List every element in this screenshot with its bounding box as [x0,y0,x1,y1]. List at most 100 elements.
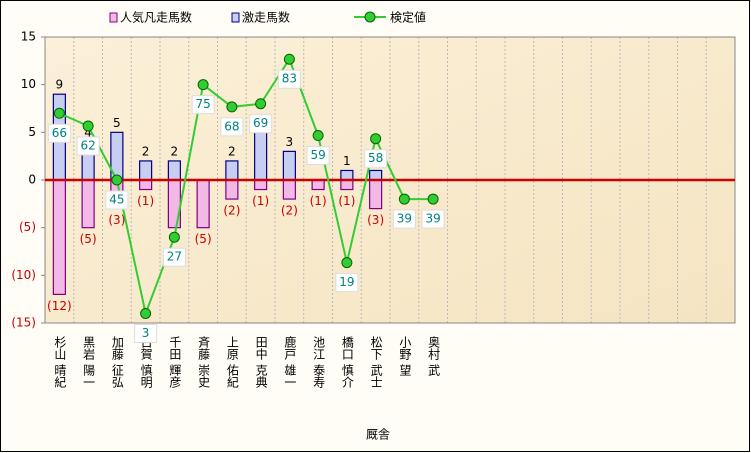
line-label: 69 [253,116,268,130]
bar-label: 2 [228,144,236,158]
bar [254,131,268,181]
line-label-box [277,69,301,89]
line-label: 62 [80,138,95,152]
line-label: 59 [310,148,325,162]
bar [167,160,181,181]
line-label: 83 [282,72,297,86]
bar-label: (1) [252,194,269,208]
line-label: 27 [167,250,182,264]
x-tick-label: 千田 輝彦 [168,336,182,389]
y-tick-label: 5 [28,125,36,139]
bar-label: 3 [286,135,294,149]
line-marker [341,257,353,269]
line-marker [168,231,180,243]
line-marker [53,107,65,119]
bar [139,160,153,181]
bar-label: (2) [281,204,298,218]
bar-label: (5) [80,232,97,246]
x-tick-label: 斉藤 崇史 [197,335,211,388]
line-label: 3 [142,326,150,340]
line-marker [255,98,267,110]
line-marker [370,133,382,145]
line-label-box [421,209,445,229]
bar-label: (5) [195,232,212,246]
y-tick-label: 0 [28,173,36,187]
bar-label: (1) [137,194,154,208]
x-tick-label: 杉山 晴紀 [53,336,67,388]
line-label-box [364,149,388,169]
bar [369,179,383,210]
x-axis-label: 厩舎 [366,428,390,442]
line-label: 75 [195,97,210,111]
line-label-box [191,95,215,115]
line-marker [111,174,123,186]
x-tick-label: 松下 武士 [369,336,383,388]
bar [282,179,296,200]
bar [81,179,95,229]
bar [139,179,153,191]
line-marker [82,120,94,132]
line-marker [312,130,324,142]
legend-label: 検定値 [390,10,426,25]
line-label: 66 [52,126,67,140]
line-marker [283,53,295,65]
bar-label: (2) [223,204,240,218]
line-label-box [306,146,330,166]
line-label: 39 [425,212,440,226]
line-label-box [249,114,273,134]
bar [340,179,354,191]
bar-label: (3) [367,213,384,227]
line-label: 39 [397,212,412,226]
bar [254,179,268,191]
legend-swatch [109,12,118,23]
line-marker [226,101,238,113]
bar-label: (1) [310,194,327,208]
line-marker [140,307,152,319]
line-label-box [392,209,416,229]
y-tick-label: 10 [21,77,36,91]
bar [282,150,296,181]
line-label-box [335,273,359,293]
bar [225,179,239,200]
x-tick-label: 橋口 慎介 [340,336,354,388]
line-label-box [105,190,129,210]
bar-label: 2 [171,144,179,158]
line-label: 58 [368,151,383,165]
bar [225,160,239,181]
line-label-box [220,117,244,137]
line-label-box [47,123,71,143]
bar-label: (12) [47,299,72,313]
y-tick-label: 15 [21,30,36,44]
legend-marker [364,11,376,23]
line-label: 19 [339,275,354,289]
bar-label: 5 [113,116,121,130]
bar [52,179,66,296]
bar [311,179,325,191]
line-marker [197,79,209,91]
line-label-box [76,136,100,156]
x-tick-label: 池江 泰寿 [312,336,326,388]
x-tick-label: 田中 克典 [254,336,268,388]
bar-label: (1) [338,194,355,208]
x-tick-label: 古賀 慎明 [139,335,153,389]
legend-label: 激走馬数 [242,10,290,25]
line-label: 68 [224,119,239,133]
line-label-box [162,247,186,267]
bar-label: 9 [56,78,64,92]
line-marker [427,193,439,205]
line-marker [398,193,410,205]
x-tick-label: 奥村 武 [427,336,441,376]
line-label-box [134,323,158,343]
y-tick-label: (10) [11,268,36,282]
legend-swatch [231,12,240,23]
bar [196,179,210,229]
line-label: 45 [109,193,124,207]
y-tick-label: (15) [11,316,36,330]
legend-label: 人気凡走馬数 [120,10,192,25]
bar [369,169,383,181]
x-tick-label: 上原 佑紀 [225,336,239,388]
x-tick-label: 黒岩 陽一 [82,336,96,388]
x-tick-label: 加藤 征弘 [110,336,124,388]
bar-label: (3) [108,213,125,227]
